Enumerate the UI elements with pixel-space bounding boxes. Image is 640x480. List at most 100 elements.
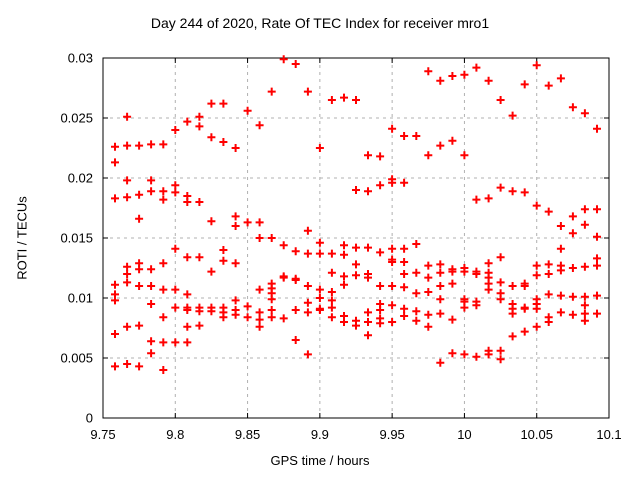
x-tick-label: 9.8 [166,427,184,442]
data-point-marker [340,241,348,250]
data-point-marker [556,291,565,300]
data-point-marker [255,121,264,130]
data-point-marker [340,93,348,102]
chart-title: Day 244 of 2020, Rate Of TEC Index for r… [150,15,490,31]
data-point-marker [593,291,601,300]
data-point-marker [315,238,324,247]
data-point-marker [340,280,348,289]
data-point-marker [340,318,348,326]
data-point-marker [424,288,433,296]
data-point-marker [183,290,192,299]
data-point-marker [448,349,457,358]
y-tick-label: 0.01 [68,291,93,306]
data-point-marker [327,96,336,104]
data-point-marker [436,260,445,269]
data-point-marker [376,152,385,161]
data-point-marker [436,268,445,277]
data-point-marker [484,259,493,268]
data-point-marker [267,306,276,314]
data-point-marker [376,319,385,328]
data-point-marker [135,282,144,290]
data-point-marker [593,261,601,270]
data-point-marker [484,350,493,359]
data-point-marker [231,222,240,230]
data-point-marker [195,253,204,262]
data-point-marker [315,285,324,294]
data-point-marker [183,306,192,314]
data-point-marker [219,313,228,322]
data-point-marker [243,106,252,115]
data-point-marker [544,290,553,299]
data-point-marker [424,273,433,282]
data-point-marker [472,63,481,72]
data-point-marker [171,285,180,294]
data-point-marker [496,355,505,364]
data-point-marker [135,265,144,274]
data-point-marker [147,140,156,149]
data-point-marker [508,111,517,120]
data-point-marker [231,296,240,305]
data-point-marker [364,187,372,196]
y-tick-label: 0 [86,411,93,426]
data-point-marker [508,332,517,341]
data-point-marker [556,266,565,275]
data-point-marker [340,272,348,281]
data-point-marker [544,207,553,216]
data-point-marker [556,308,565,317]
data-point-marker [400,283,409,292]
data-point-marker [207,99,216,108]
data-point-marker [255,234,264,242]
data-point-marker [243,302,252,311]
data-point-marker [556,244,565,253]
data-point-marker [364,243,372,252]
y-tick-labels: 0 0.005 0.01 0.015 0.02 0.025 0.03 [60,51,93,426]
data-point-marker [327,288,336,296]
data-point-marker [255,322,264,331]
data-point-marker [159,366,168,374]
data-point-marker [580,262,589,271]
data-point-marker [123,176,132,185]
data-point-marker [400,312,409,320]
data-point-marker [207,133,216,142]
data-point-marker [147,300,156,308]
data-point-marker [135,190,144,199]
data-point-marker [315,249,324,258]
data-point-marker [460,267,469,276]
data-point-marker [352,321,360,330]
data-point-marker [568,229,577,238]
x-tick-label: 9.9 [311,427,329,442]
data-point-marker [520,188,529,197]
data-point-marker [111,280,119,289]
y-axis-title: ROTI / TECUs [14,196,30,280]
data-point-marker [448,279,457,288]
data-point-marker [303,308,312,317]
data-point-marker [219,99,228,108]
data-point-marker [520,327,529,336]
data-point-marker [327,268,336,277]
data-point-marker [207,217,216,226]
data-point-marker [219,246,228,254]
data-point-marker [376,282,385,290]
data-point-marker [327,296,336,305]
data-point-marker [400,132,409,140]
data-point-marker [111,142,119,151]
data-point-marker [183,198,192,206]
data-point-marker [255,218,264,227]
data-point-marker [159,187,168,196]
data-point-marker [123,112,132,121]
data-point-marker [147,349,156,358]
data-point-marker [291,336,300,344]
data-point-marker [111,362,119,371]
data-point-marker [171,244,180,253]
data-point-marker [291,60,300,68]
data-point-marker [183,338,192,347]
data-point-marker [412,268,421,277]
data-point-marker [593,124,601,133]
data-point-marker [412,307,421,316]
data-point-marker [171,188,180,197]
data-point-marker [123,322,132,331]
gridlines [103,58,609,418]
data-point-marker [255,308,264,317]
data-point-marker [496,346,505,355]
data-point-marker [424,322,433,331]
